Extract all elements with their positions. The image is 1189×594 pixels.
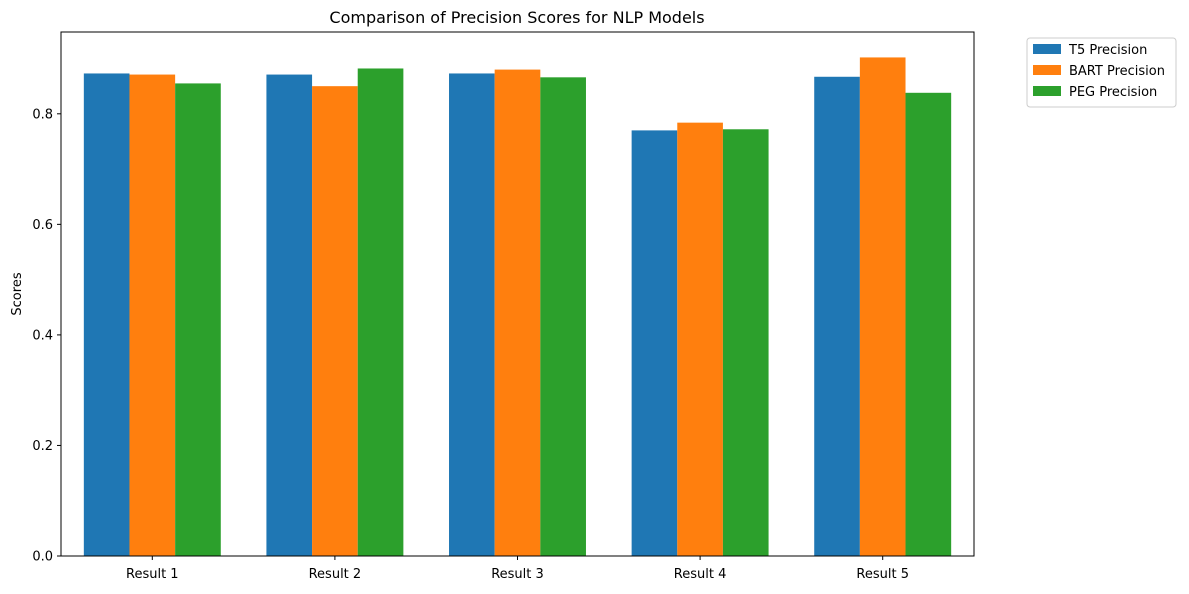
legend-label: BART Precision: [1069, 64, 1165, 79]
legend-box: [1026, 37, 1177, 108]
bar-peg-precision-3: [540, 77, 586, 556]
legend-swatch: [1033, 86, 1061, 96]
x-tick-label: Result 4: [674, 567, 727, 582]
bar-t5-precision-4: [631, 130, 678, 556]
legend-label: PEG Precision: [1069, 85, 1157, 100]
y-tick-label: 0.0: [32, 550, 53, 565]
y-tick-label: 0.6: [32, 218, 53, 233]
y-tick-label: 0.2: [32, 439, 53, 454]
bar-bart-precision-2: [312, 86, 358, 557]
bar-t5-precision-5: [814, 76, 860, 557]
plot-area: 0.0 0.2 0.4 0.6 0.8 Result 1 Result 2 Result 3 R…: [32, 31, 975, 582]
x-tick-label: Result 1: [126, 567, 179, 582]
chart-title: Comparison of Precision Scores for NLP M…: [329, 8, 704, 27]
bar-peg-precision-2: [357, 68, 404, 556]
bar-bart-precision-3: [494, 69, 541, 556]
bar-peg-precision-1: [175, 83, 221, 556]
bar-peg-precision-4: [722, 129, 769, 556]
y-axis-label: Scores: [10, 272, 25, 315]
y-tick-label: 0.4: [32, 328, 53, 343]
bar-t5-precision-1: [83, 73, 130, 557]
bar-t5-precision-3: [449, 73, 495, 557]
legend: T5 Precision BART Precision PEG Precision: [1026, 37, 1177, 108]
x-tick-label: Result 2: [309, 567, 362, 582]
bar-peg-precision-5: [905, 92, 952, 557]
bar-bart-precision-5: [859, 57, 906, 557]
legend-label: T5 Precision: [1068, 43, 1147, 58]
y-tick-label: 0.8: [32, 107, 53, 122]
x-tick-label: Result 5: [856, 567, 909, 582]
legend-swatch: [1033, 44, 1061, 54]
bar-t5-precision-2: [266, 74, 313, 556]
legend-swatch: [1033, 65, 1061, 75]
bar-bart-precision-1: [129, 74, 176, 556]
bar-bart-precision-4: [677, 122, 723, 557]
x-tick-label: Result 3: [491, 567, 544, 582]
